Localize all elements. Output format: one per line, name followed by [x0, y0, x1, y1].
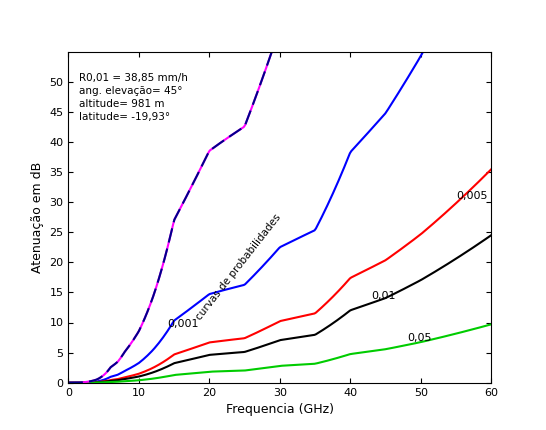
Text: curvas de probabilidades: curvas de probabilidades: [194, 213, 283, 322]
X-axis label: Frequencia (GHz): Frequencia (GHz): [226, 403, 334, 416]
Text: 0,01: 0,01: [371, 291, 396, 301]
Text: 0,001: 0,001: [167, 319, 199, 329]
Text: 0,05: 0,05: [407, 332, 431, 343]
Text: R0,01 = 38,85 mm/h
ang. elevação= 45°
altitude= 981 m
latitude= -19,93°: R0,01 = 38,85 mm/h ang. elevação= 45° al…: [79, 73, 188, 122]
Text: 0,005: 0,005: [456, 190, 488, 201]
Y-axis label: Atenuação em dB: Atenuação em dB: [31, 162, 44, 273]
